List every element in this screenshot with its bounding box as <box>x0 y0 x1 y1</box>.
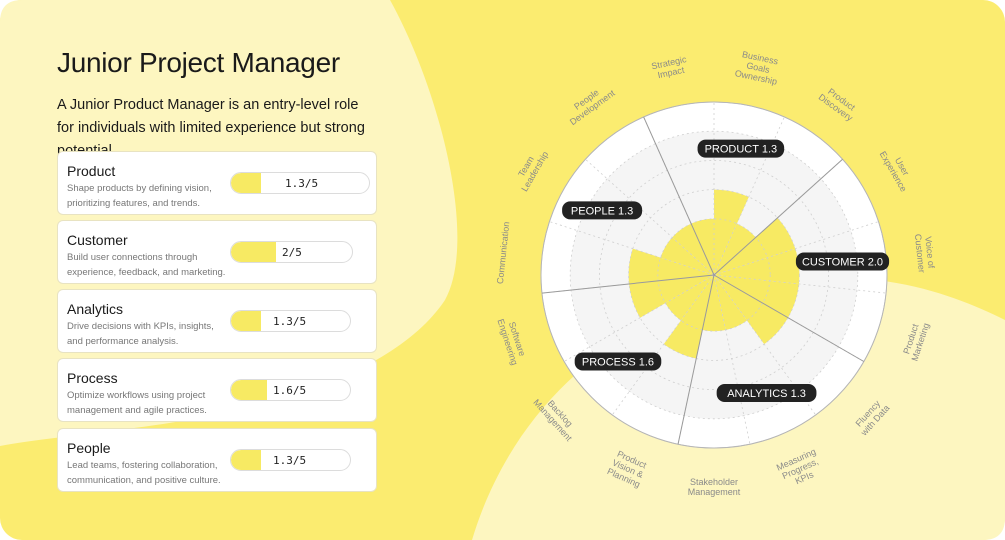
grid-ring <box>657 218 771 332</box>
grid-spoke <box>611 274 715 416</box>
grid-spoke <box>549 221 715 276</box>
category-title: People <box>67 440 111 456</box>
category-card-customer: Customer Build user connections through … <box>57 220 377 284</box>
category-description: Optimize workflows using project managem… <box>67 390 207 416</box>
score-value: 1.3/5 <box>273 315 307 328</box>
category-card-analytics: Analytics Drive decisions with KPIs, ins… <box>57 289 377 353</box>
group-badge <box>697 139 785 158</box>
group-badge-label: PEOPLE 1.3 <box>571 205 633 217</box>
score-bar-fill <box>231 173 261 193</box>
score-bar: 2/5 <box>230 241 353 263</box>
group-badge-label: PROCESS 1.6 <box>582 356 654 368</box>
skill-label: TeamLeadership <box>511 145 551 194</box>
grid-spoke <box>585 158 715 276</box>
category-description: Build user connections through experienc… <box>67 252 226 278</box>
skill-label: ProductMarketing <box>900 319 931 363</box>
group-badge <box>716 384 817 403</box>
score-bar-fill <box>231 450 261 470</box>
category-title: Analytics <box>67 301 124 317</box>
score-bar-fill <box>231 242 276 262</box>
skill-bar <box>714 275 788 345</box>
skill-bar <box>665 275 714 321</box>
skill-label: ProductDiscovery <box>817 84 861 124</box>
skill-label: SoftwareEngineering <box>495 315 529 367</box>
category-card-process: Process Optimize workflows using project… <box>57 358 377 422</box>
skill-bar <box>714 217 796 275</box>
skill-bar <box>714 275 748 330</box>
skill-label: MeasuringProgress,KPIs <box>775 446 826 491</box>
score-bar: 1.6/5 <box>230 379 351 401</box>
category-description: Shape products by defining vision, prior… <box>67 183 212 209</box>
group-divider <box>643 116 715 276</box>
group-badge <box>795 252 890 271</box>
grid-spoke <box>713 274 751 445</box>
skill-label: PeopleDevelopment <box>562 80 617 128</box>
skill-bar <box>714 189 749 275</box>
skill-bar <box>714 275 799 318</box>
grid-ring <box>540 101 888 449</box>
skill-label: BusinessGoalsOwnership <box>734 48 782 86</box>
skill-bar <box>628 248 714 284</box>
category-title: Customer <box>67 232 128 248</box>
group-divider <box>713 274 865 362</box>
category-title: Product <box>67 163 116 179</box>
skill-label: Voice ofCustomer <box>913 232 937 273</box>
category-card-product: Product Shape products by defining visio… <box>57 151 377 215</box>
skill-label: UserExperience <box>878 145 918 194</box>
skill-bar <box>660 237 714 275</box>
skill-label: Communication <box>495 221 511 284</box>
score-bar: 1.3/5 <box>230 310 351 332</box>
score-bar: 1.3/5 <box>230 172 370 194</box>
group-divider <box>713 158 843 276</box>
skill-bar <box>714 223 756 275</box>
score-bar-fill <box>231 380 267 400</box>
skill-bar <box>672 223 714 275</box>
group-divider <box>541 274 715 294</box>
grid-ring <box>569 130 859 420</box>
score-value: 1.3/5 <box>273 454 307 467</box>
page-title: Junior Project Manager <box>57 47 340 78</box>
skill-label: Stakeholder Management <box>688 477 741 497</box>
group-divider <box>677 274 715 445</box>
skill-bar <box>629 275 714 318</box>
skill-bar <box>714 248 800 284</box>
group-badge <box>562 201 643 220</box>
skill-bar <box>702 275 726 332</box>
category-description: Lead teams, fostering collaboration, com… <box>67 460 221 486</box>
grid-spoke <box>713 274 817 416</box>
skill-label: Fluencywith Data <box>851 396 892 438</box>
grid-spoke <box>713 274 887 294</box>
score-value: 1.3/5 <box>285 177 319 190</box>
grid-spoke <box>713 221 879 276</box>
score-bar-fill <box>231 311 261 331</box>
score-bar: 1.3/5 <box>230 449 351 471</box>
category-description: Drive decisions with KPIs, insights, and… <box>67 321 214 347</box>
group-badge-label: PRODUCT 1.3 <box>705 144 778 156</box>
skill-label: ProductVision &Planning <box>606 448 650 490</box>
page-description: A Junior Product Manager is an entry-lev… <box>57 97 365 159</box>
category-card-people: People Lead teams, fostering collaborati… <box>57 428 377 492</box>
grid-ring <box>599 159 830 390</box>
skill-bar <box>663 275 714 359</box>
grid-spoke <box>563 274 715 362</box>
score-value: 1.6/5 <box>273 384 307 397</box>
category-title: Process <box>67 370 118 386</box>
score-value: 2/5 <box>282 246 302 259</box>
grid-spoke <box>713 116 785 276</box>
group-badge-label: ANALYTICS 1.3 <box>727 388 806 400</box>
group-badge <box>574 352 662 371</box>
skill-label: BacklogManagement <box>531 391 581 444</box>
group-badge-label: CUSTOMER 2.0 <box>802 256 883 268</box>
skill-label: StrategicImpact <box>650 54 689 81</box>
